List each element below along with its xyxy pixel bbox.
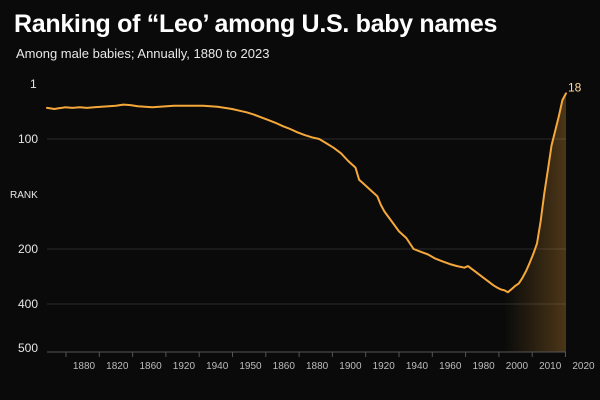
x-tick-label: 1920 <box>173 361 196 372</box>
x-tick-label: 1880 <box>73 361 96 372</box>
y-axis-label: RANK <box>10 190 38 201</box>
x-axis-ticks: 1880 1820 1860 1920 1940 1950 1860 1880 1900 1920… <box>65 352 595 372</box>
x-tick-label: 2010 <box>539 361 562 372</box>
x-tick-label: 1940 <box>406 361 429 372</box>
x-tick-label: 2020 <box>572 361 595 372</box>
x-tick-label: 1860 <box>273 361 296 372</box>
y-tick-label: 500 <box>18 341 38 355</box>
y-tick-label: 100 <box>18 132 38 146</box>
x-tick-label: 1980 <box>472 361 495 372</box>
x-tick-label: 1940 <box>206 361 229 372</box>
end-value-label: 18 <box>568 80 582 94</box>
x-tick-label: 1960 <box>439 361 462 372</box>
chart-subtitle: Among male babies; Annually, 1880 to 202… <box>16 46 270 61</box>
x-tick-label: 1820 <box>106 361 129 372</box>
chart-title: Ranking of “Leo’ among U.S. baby names <box>14 10 498 38</box>
x-tick-label: 2000 <box>506 361 529 372</box>
x-tick-label: 1860 <box>139 361 162 372</box>
gridlines <box>47 138 566 305</box>
x-tick-label: 1900 <box>339 361 362 372</box>
x-tick-label: 1920 <box>373 361 396 372</box>
y-tick-label: 400 <box>18 297 38 311</box>
x-tick-label: 1950 <box>239 361 262 372</box>
y-axis-ticks: 1 100 200 400 500 <box>18 77 38 355</box>
y-tick-label: 1 <box>30 77 37 91</box>
series-line <box>46 92 567 294</box>
x-tick-label: 1880 <box>306 361 329 372</box>
y-tick-label: 200 <box>18 242 38 256</box>
recent-rise-glow <box>504 93 566 353</box>
